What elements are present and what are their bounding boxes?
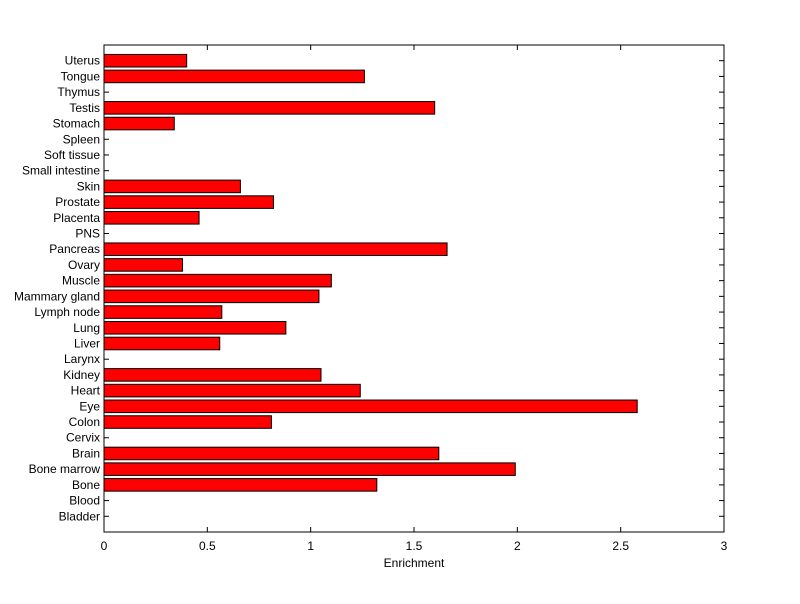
x-tick-label: 1 bbox=[307, 539, 314, 553]
x-tick-label: 3 bbox=[721, 539, 728, 553]
bar-lymph-node bbox=[103, 305, 223, 319]
y-tick-label: Cervix bbox=[66, 431, 100, 445]
x-tick-labels: 0 0.5 1 1.5 2 2.5 3 bbox=[101, 539, 728, 553]
x-tick-label: 2.5 bbox=[612, 539, 629, 553]
y-tick-label: PNS bbox=[75, 227, 100, 241]
bar-kidney bbox=[103, 368, 322, 382]
y-tick-label: Brain bbox=[72, 446, 100, 460]
bar-colon bbox=[103, 415, 272, 429]
bars bbox=[103, 53, 638, 492]
bar-pancreas bbox=[103, 242, 448, 257]
bar-placenta bbox=[103, 211, 200, 225]
bar-skin bbox=[103, 179, 241, 194]
y-tick-label: Prostate bbox=[55, 195, 100, 209]
y-tick-label: Mammary gland bbox=[14, 289, 100, 303]
bar-testis bbox=[103, 101, 436, 115]
bar-heart bbox=[103, 383, 361, 398]
y-tick-label: Liver bbox=[74, 336, 100, 350]
y-tick-label: Placenta bbox=[53, 211, 100, 225]
x-axis-label: Enrichment bbox=[384, 556, 445, 570]
x-tick-label: 2 bbox=[514, 539, 521, 553]
bar-stomach bbox=[103, 116, 175, 131]
bar-uterus bbox=[103, 53, 188, 68]
bar-ovary bbox=[103, 258, 184, 272]
y-tick-label: Bladder bbox=[59, 509, 100, 523]
bar-lung bbox=[103, 320, 287, 335]
y-tick-label: Pancreas bbox=[49, 242, 100, 256]
y-tick-label: Kidney bbox=[63, 368, 100, 382]
y-tick-label: Blood bbox=[69, 494, 100, 508]
y-tick-label: Stomach bbox=[53, 117, 100, 131]
y-tick-label: Small intestine bbox=[22, 164, 100, 178]
y-tick-label: Skin bbox=[77, 179, 100, 193]
y-tick-label: Larynx bbox=[64, 352, 100, 366]
bar-brain bbox=[103, 446, 440, 461]
bar-tongue bbox=[103, 69, 365, 84]
y-tick-label: Tongue bbox=[61, 69, 101, 83]
bar-liver bbox=[103, 336, 221, 351]
x-tick-label: 0 bbox=[101, 539, 108, 553]
y-tick-label: Bone marrow bbox=[29, 462, 101, 476]
y-tick-label: Colon bbox=[69, 415, 100, 429]
y-tick-label: Lung bbox=[73, 321, 100, 335]
y-tick-label: Soft tissue bbox=[44, 148, 100, 162]
bar-bone bbox=[103, 478, 378, 492]
y-tick-label: Muscle bbox=[62, 274, 100, 288]
y-tick-label: Ovary bbox=[68, 258, 100, 272]
y-tick-label: Uterus bbox=[65, 54, 100, 68]
y-tick-label: Spleen bbox=[63, 132, 100, 146]
y-tick-label: Eye bbox=[79, 399, 100, 413]
bar-mammary-gland bbox=[103, 289, 320, 304]
y-tick-label: Thymus bbox=[57, 85, 100, 99]
y-tick-label: Lymph node bbox=[34, 305, 100, 319]
x-tick-label: 1.5 bbox=[406, 539, 423, 553]
x-tick-label: 0.5 bbox=[199, 539, 216, 553]
bar-eye bbox=[103, 399, 638, 414]
y-tick-label: Bone bbox=[72, 478, 100, 492]
y-tick-label: Heart bbox=[71, 384, 101, 398]
bar-prostate bbox=[103, 195, 274, 209]
bar-bone-marrow bbox=[103, 462, 516, 476]
y-tick-label: Testis bbox=[69, 101, 100, 115]
bar-muscle bbox=[103, 273, 332, 288]
